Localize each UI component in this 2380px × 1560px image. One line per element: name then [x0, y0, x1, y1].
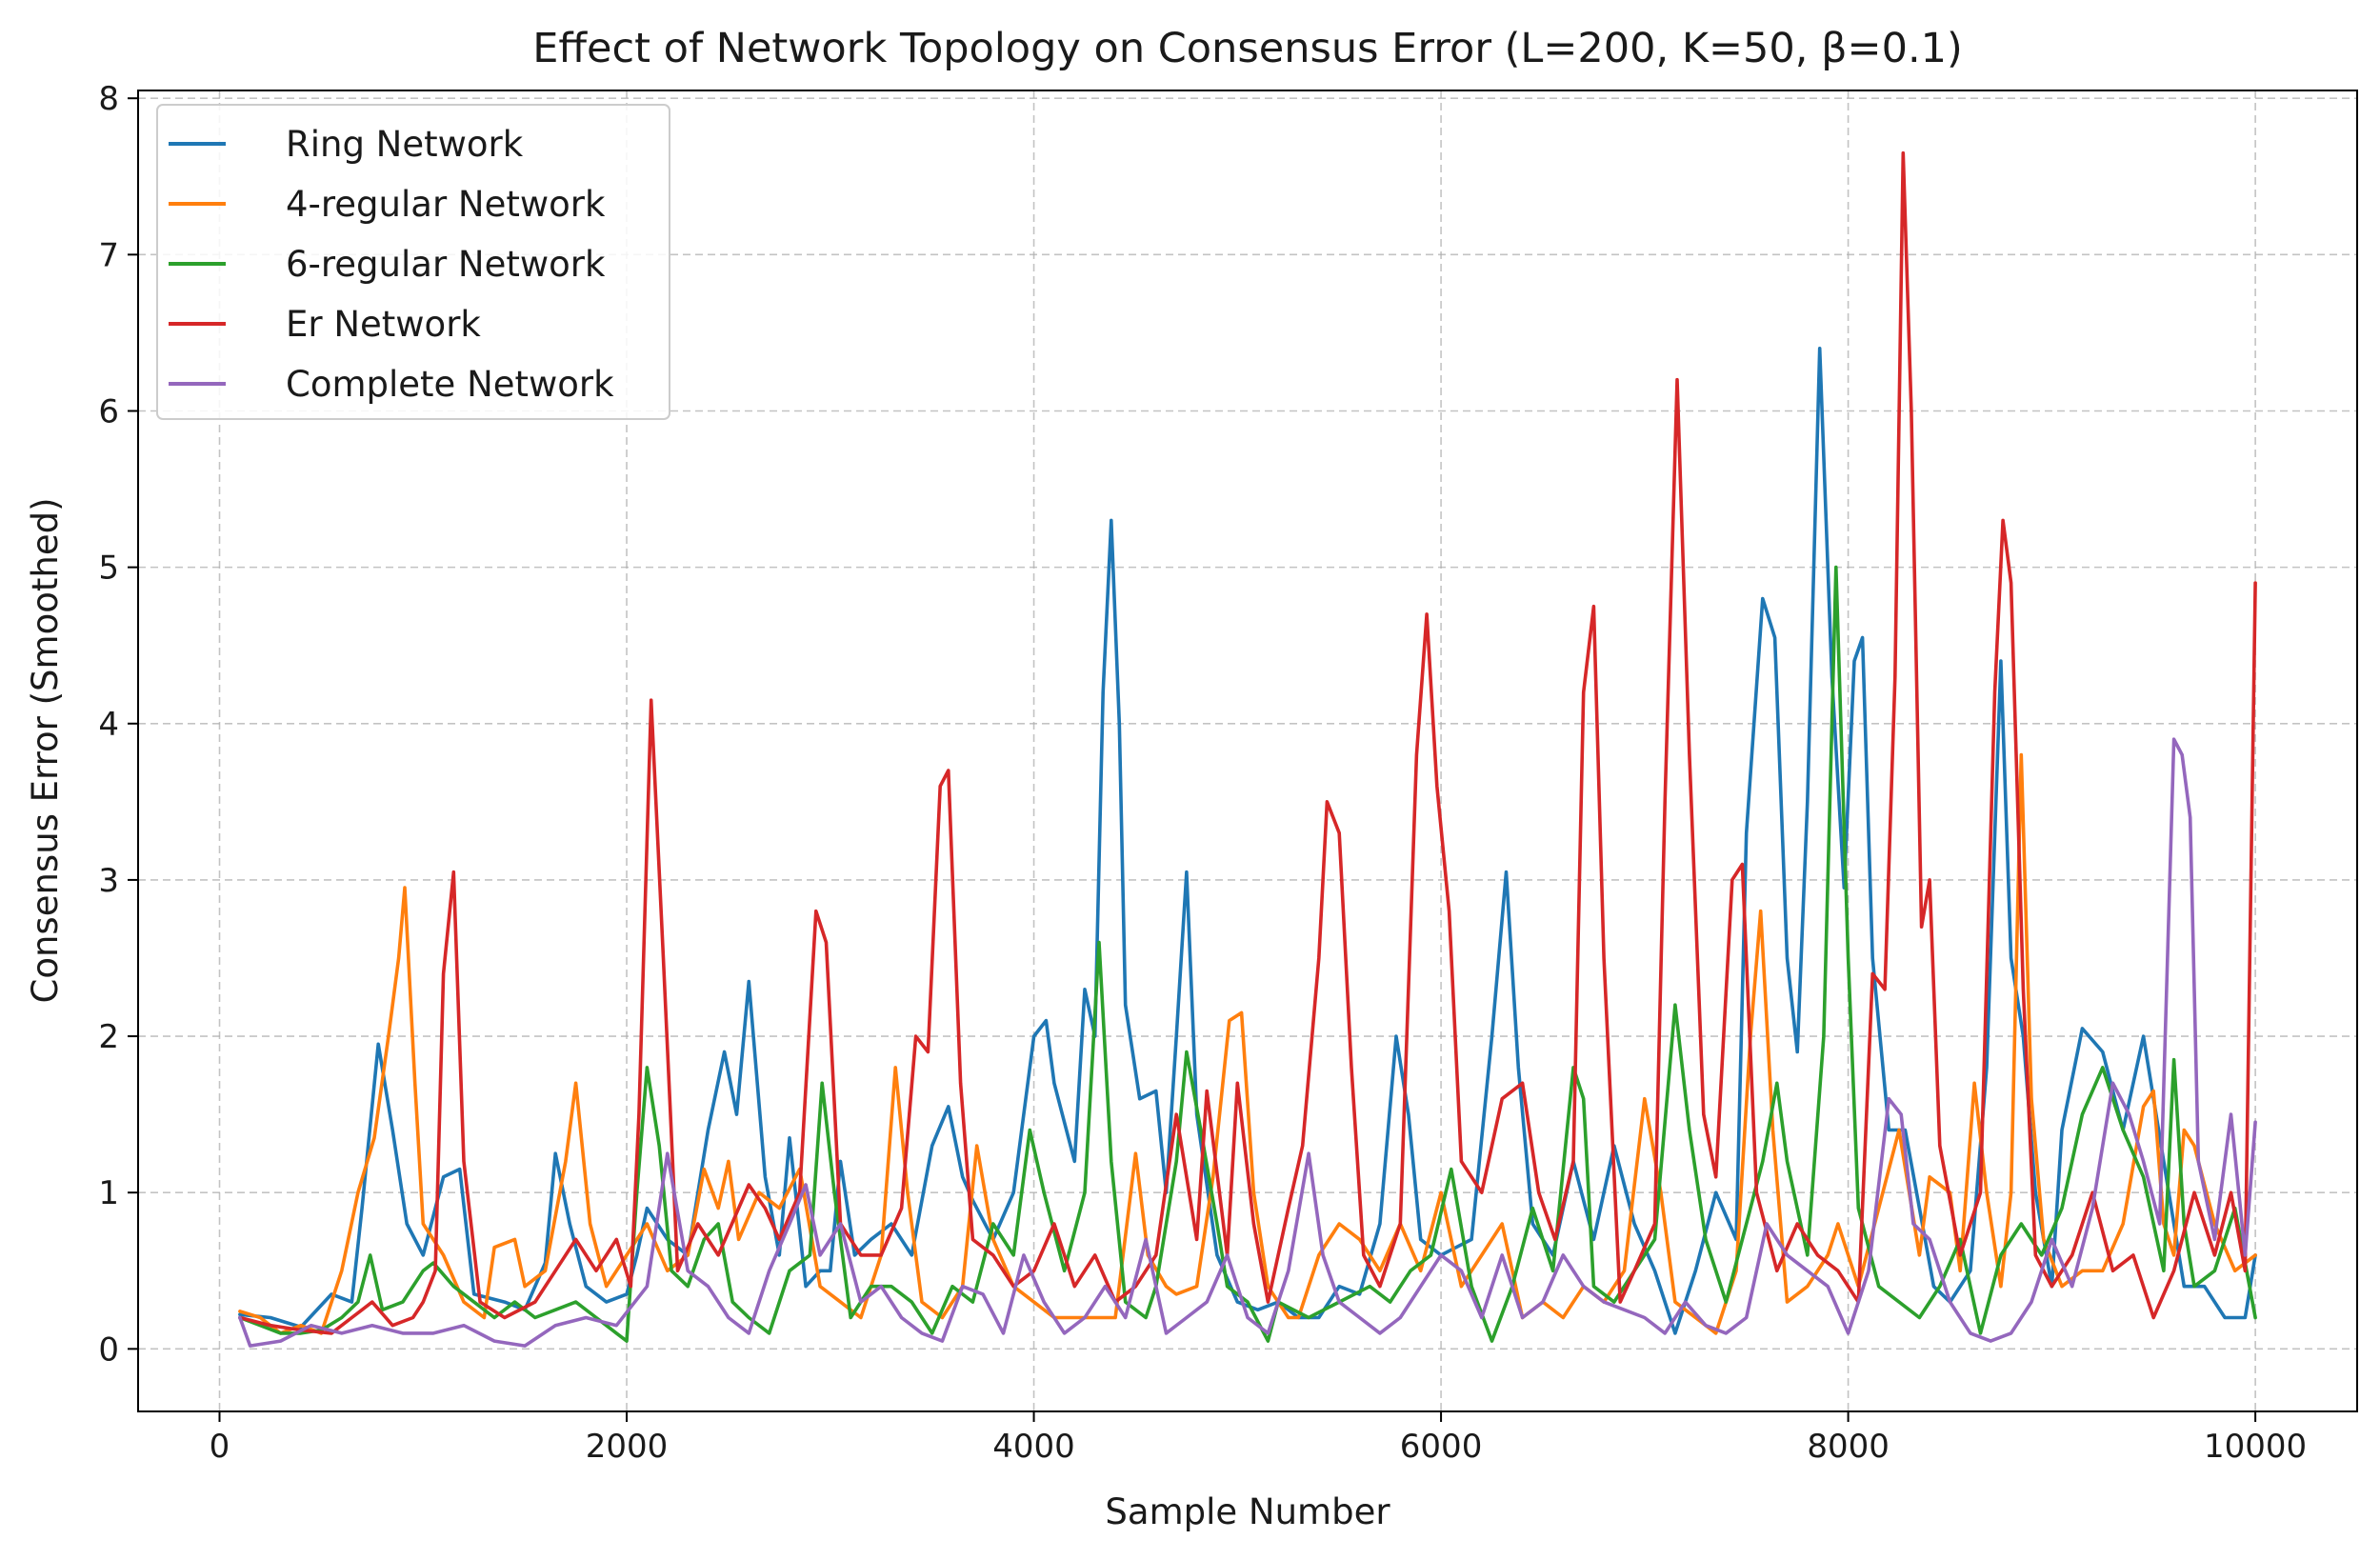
- y-tick-label: 7: [98, 236, 119, 274]
- legend: Ring Network 4-regular Network 6-regular N…: [156, 104, 670, 420]
- legend-box: [156, 104, 670, 420]
- legend-label-complete-network: Complete Network: [286, 364, 614, 405]
- x-tick-label: 2000: [586, 1428, 669, 1466]
- y-tick-label: 0: [98, 1330, 119, 1369]
- legend-label-4-regular-network: 4-regular Network: [286, 184, 606, 225]
- er-network-line: [238, 150, 2257, 1335]
- x-tick-label: 8000: [1807, 1428, 1890, 1466]
- y-tick-label: 5: [98, 550, 119, 588]
- legend-label-6-regular-network: 6-regular Network: [286, 244, 606, 285]
- chart-title: Effect of Network Topology on Consensus …: [532, 25, 1963, 72]
- ring-network-line: [238, 347, 2257, 1335]
- y-tick-label: 2: [98, 1018, 119, 1056]
- y-tick-label: 4: [98, 706, 119, 744]
- x-tick-label: 4000: [992, 1428, 1075, 1466]
- 4-regular-network-line: [238, 752, 2257, 1335]
- x-axis-label: Sample Number: [1105, 1491, 1390, 1532]
- complete-network-line: [238, 737, 2257, 1348]
- x-tick-label: 0: [210, 1428, 230, 1466]
- legend-label-ring-network: Ring Network: [286, 124, 524, 165]
- y-tick-label: 3: [98, 862, 119, 900]
- plot-frame: [137, 90, 2358, 1412]
- series-lines: [238, 150, 2257, 1348]
- y-tick-label: 8: [98, 80, 119, 118]
- y-axis-label: Consensus Error (Smoothed): [25, 497, 66, 1003]
- axis-ticks: 0 2000 4000 6000 8000 10000 0 1 2 3 4 5 6 7 8: [98, 80, 2307, 1466]
- y-tick-label: 1: [98, 1174, 119, 1212]
- legend-label-er-network: Er Network: [286, 304, 481, 345]
- y-tick-label: 6: [98, 392, 119, 430]
- x-tick-label: 6000: [1400, 1428, 1483, 1466]
- x-tick-label: 10000: [2204, 1428, 2307, 1466]
- 6-regular-network-line: [238, 565, 2257, 1343]
